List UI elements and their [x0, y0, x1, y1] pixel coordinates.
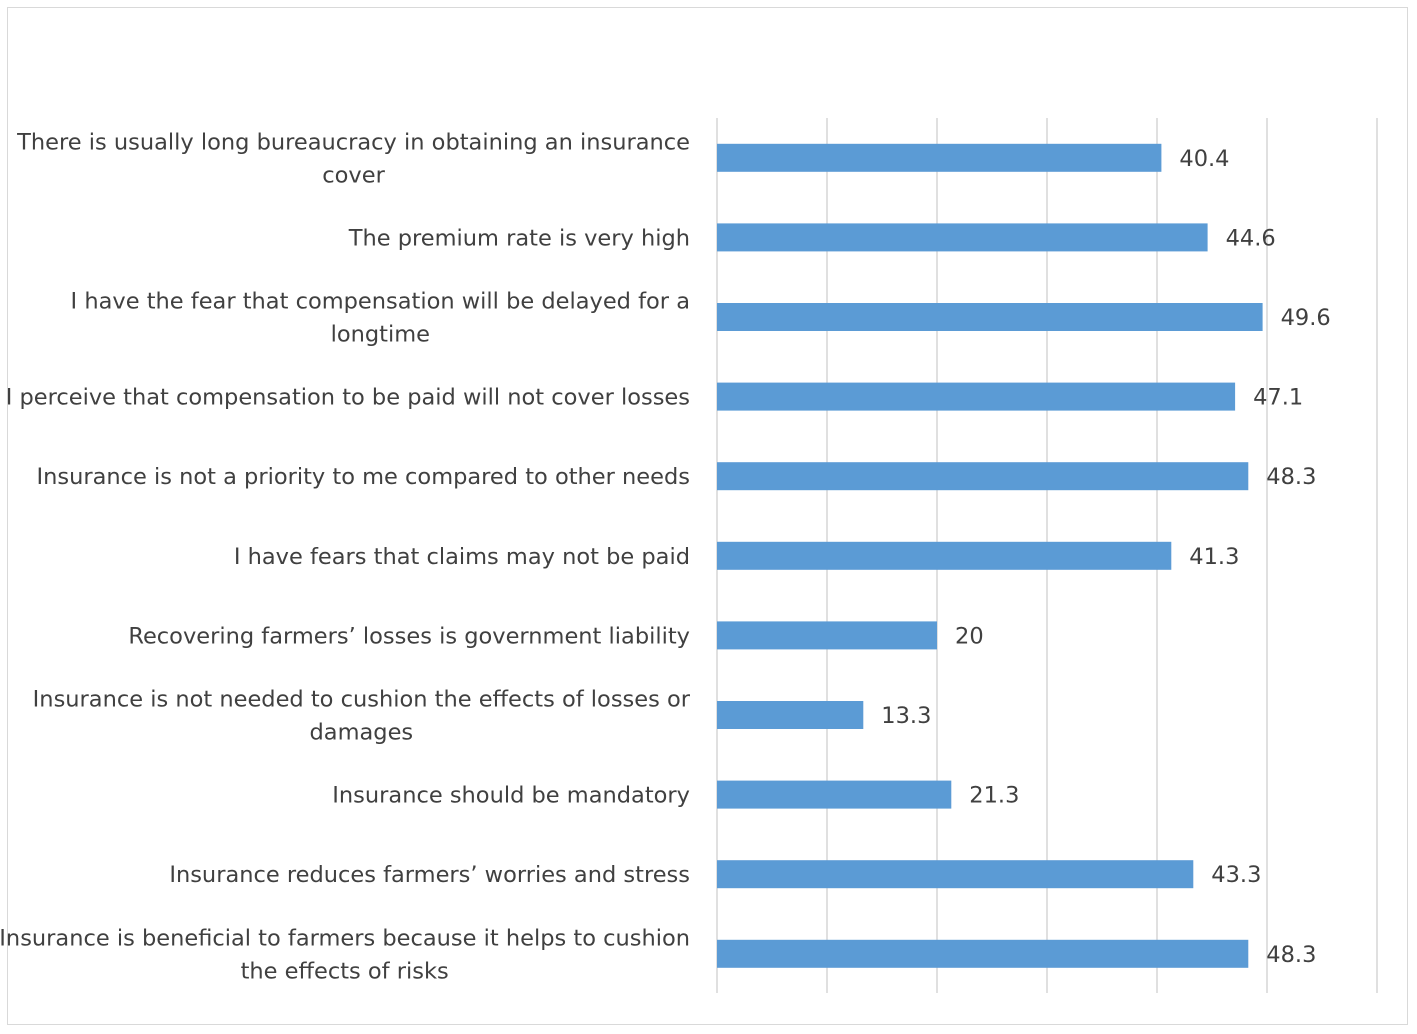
bar-4	[717, 462, 1249, 491]
data-label-0: 40.4	[1179, 146, 1229, 172]
category-label-1: The premium rate is very high	[348, 225, 690, 251]
category-label-4-line-0: Insurance is not a priority to me compar…	[36, 464, 690, 490]
bar-9	[717, 860, 1194, 889]
bars	[717, 143, 1263, 968]
category-label-3-line-0: I perceive that compensation to be paid …	[6, 385, 690, 411]
category-label-4: Insurance is not a priority to me compar…	[36, 464, 690, 490]
category-label-8-line-0: Insurance should be mandatory	[332, 783, 690, 809]
category-label-1-line-0: The premium rate is very high	[348, 225, 690, 251]
category-label-0-line-0: There is usually long bureaucracy in obt…	[16, 129, 690, 155]
category-label-9-line-0: Insurance reduces farmers’ worries and s…	[169, 862, 690, 888]
category-label-6: Recovering farmers’ losses is government…	[128, 623, 690, 649]
category-label-3: I perceive that compensation to be paid …	[6, 385, 690, 411]
category-label-0: There is usually long bureaucracy in obt…	[16, 129, 690, 188]
category-labels: There is usually long bureaucracy in obt…	[0, 129, 691, 984]
data-labels: 40.4 44.6 49.6 47.1 48.3 41.3 20 13.3 21.3 43.3 48…	[881, 146, 1330, 968]
category-label-7: Insurance is not needed to cushion the e…	[33, 687, 691, 746]
category-label-5-line-0: I have fears that claims may not be paid	[234, 544, 690, 570]
category-label-8: Insurance should be mandatory	[332, 783, 690, 809]
category-label-10-line-0: Insurance is beneficial to farmers becau…	[0, 925, 690, 951]
data-label-5: 41.3	[1189, 544, 1239, 570]
category-label-0-line-1: cover	[322, 162, 385, 188]
category-label-6-line-0: Recovering farmers’ losses is government…	[128, 623, 690, 649]
data-label-3: 47.1	[1253, 385, 1303, 411]
category-label-9: Insurance reduces farmers’ worries and s…	[169, 862, 690, 888]
category-label-2-line-0: I have the fear that compensation will b…	[71, 289, 690, 315]
bar-1	[717, 223, 1208, 252]
data-label-9: 43.3	[1211, 862, 1261, 888]
chart-frame	[7, 7, 1408, 1025]
data-label-7: 13.3	[881, 703, 931, 729]
bar-10	[717, 939, 1249, 968]
category-label-2: I have the fear that compensation will b…	[71, 289, 690, 348]
bar-0	[717, 143, 1162, 172]
data-label-10: 48.3	[1266, 942, 1316, 968]
data-label-8: 21.3	[969, 783, 1019, 809]
category-label-10-line-1: the effects of risks	[241, 958, 449, 984]
category-label-2-line-1: longtime	[331, 322, 430, 348]
category-label-5: I have fears that claims may not be paid	[234, 544, 690, 570]
bar-2	[717, 303, 1263, 331]
data-label-6: 20	[955, 623, 984, 649]
category-label-10: Insurance is beneficial to farmers becau…	[0, 925, 690, 984]
category-label-7-line-1: damages	[310, 720, 414, 746]
category-label-7-line-0: Insurance is not needed to cushion the e…	[33, 687, 691, 713]
data-label-4: 48.3	[1266, 464, 1316, 490]
bar-8	[717, 780, 952, 809]
bar-6	[717, 621, 937, 650]
data-label-2: 49.6	[1281, 305, 1331, 331]
bar-3	[717, 382, 1236, 411]
bar-5	[717, 541, 1172, 570]
bar-7	[717, 701, 864, 729]
data-label-1: 44.6	[1226, 225, 1276, 251]
